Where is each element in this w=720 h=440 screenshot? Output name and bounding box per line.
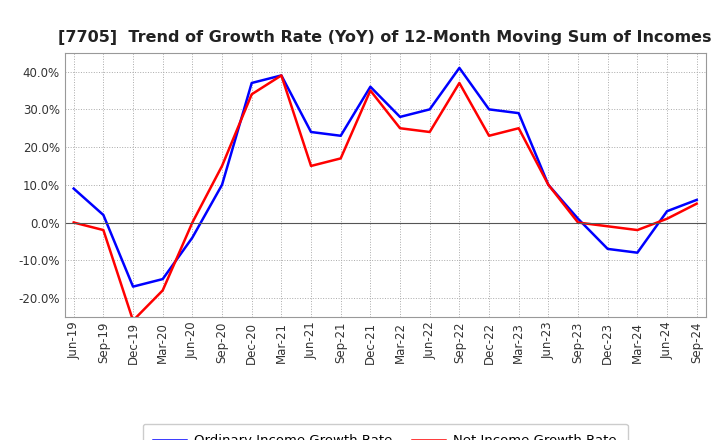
Line: Net Income Growth Rate: Net Income Growth Rate — [73, 75, 697, 321]
Ordinary Income Growth Rate — [248, 81, 256, 86]
Net Income Growth Rate — [693, 201, 701, 206]
Ordinary Income Growth Rate — [188, 235, 197, 240]
Net Income Growth Rate — [603, 224, 612, 229]
Net Income Growth Rate — [336, 156, 345, 161]
Title: [7705]  Trend of Growth Rate (YoY) of 12-Month Moving Sum of Incomes: [7705] Trend of Growth Rate (YoY) of 12-… — [58, 29, 712, 45]
Ordinary Income Growth Rate — [99, 213, 108, 218]
Ordinary Income Growth Rate — [69, 186, 78, 191]
Net Income Growth Rate — [574, 220, 582, 225]
Net Income Growth Rate — [188, 220, 197, 225]
Ordinary Income Growth Rate — [662, 209, 671, 214]
Net Income Growth Rate — [662, 216, 671, 221]
Ordinary Income Growth Rate — [485, 107, 493, 112]
Net Income Growth Rate — [396, 125, 405, 131]
Net Income Growth Rate — [633, 227, 642, 233]
Ordinary Income Growth Rate — [574, 216, 582, 221]
Ordinary Income Growth Rate — [426, 107, 434, 112]
Ordinary Income Growth Rate — [455, 65, 464, 70]
Ordinary Income Growth Rate — [307, 129, 315, 135]
Ordinary Income Growth Rate — [158, 276, 167, 282]
Ordinary Income Growth Rate — [336, 133, 345, 139]
Ordinary Income Growth Rate — [277, 73, 286, 78]
Ordinary Income Growth Rate — [693, 197, 701, 202]
Net Income Growth Rate — [248, 92, 256, 97]
Net Income Growth Rate — [129, 318, 138, 323]
Net Income Growth Rate — [485, 133, 493, 139]
Ordinary Income Growth Rate — [366, 84, 374, 89]
Net Income Growth Rate — [277, 73, 286, 78]
Net Income Growth Rate — [426, 129, 434, 135]
Net Income Growth Rate — [455, 81, 464, 86]
Ordinary Income Growth Rate — [129, 284, 138, 289]
Net Income Growth Rate — [217, 163, 226, 169]
Ordinary Income Growth Rate — [603, 246, 612, 252]
Net Income Growth Rate — [366, 88, 374, 93]
Net Income Growth Rate — [158, 288, 167, 293]
Ordinary Income Growth Rate — [514, 110, 523, 116]
Ordinary Income Growth Rate — [633, 250, 642, 255]
Net Income Growth Rate — [69, 220, 78, 225]
Ordinary Income Growth Rate — [396, 114, 405, 120]
Net Income Growth Rate — [99, 227, 108, 233]
Net Income Growth Rate — [307, 163, 315, 169]
Legend: Ordinary Income Growth Rate, Net Income Growth Rate: Ordinary Income Growth Rate, Net Income … — [143, 424, 628, 440]
Line: Ordinary Income Growth Rate: Ordinary Income Growth Rate — [73, 68, 697, 286]
Net Income Growth Rate — [514, 125, 523, 131]
Ordinary Income Growth Rate — [217, 182, 226, 187]
Net Income Growth Rate — [544, 182, 553, 187]
Ordinary Income Growth Rate — [544, 182, 553, 187]
